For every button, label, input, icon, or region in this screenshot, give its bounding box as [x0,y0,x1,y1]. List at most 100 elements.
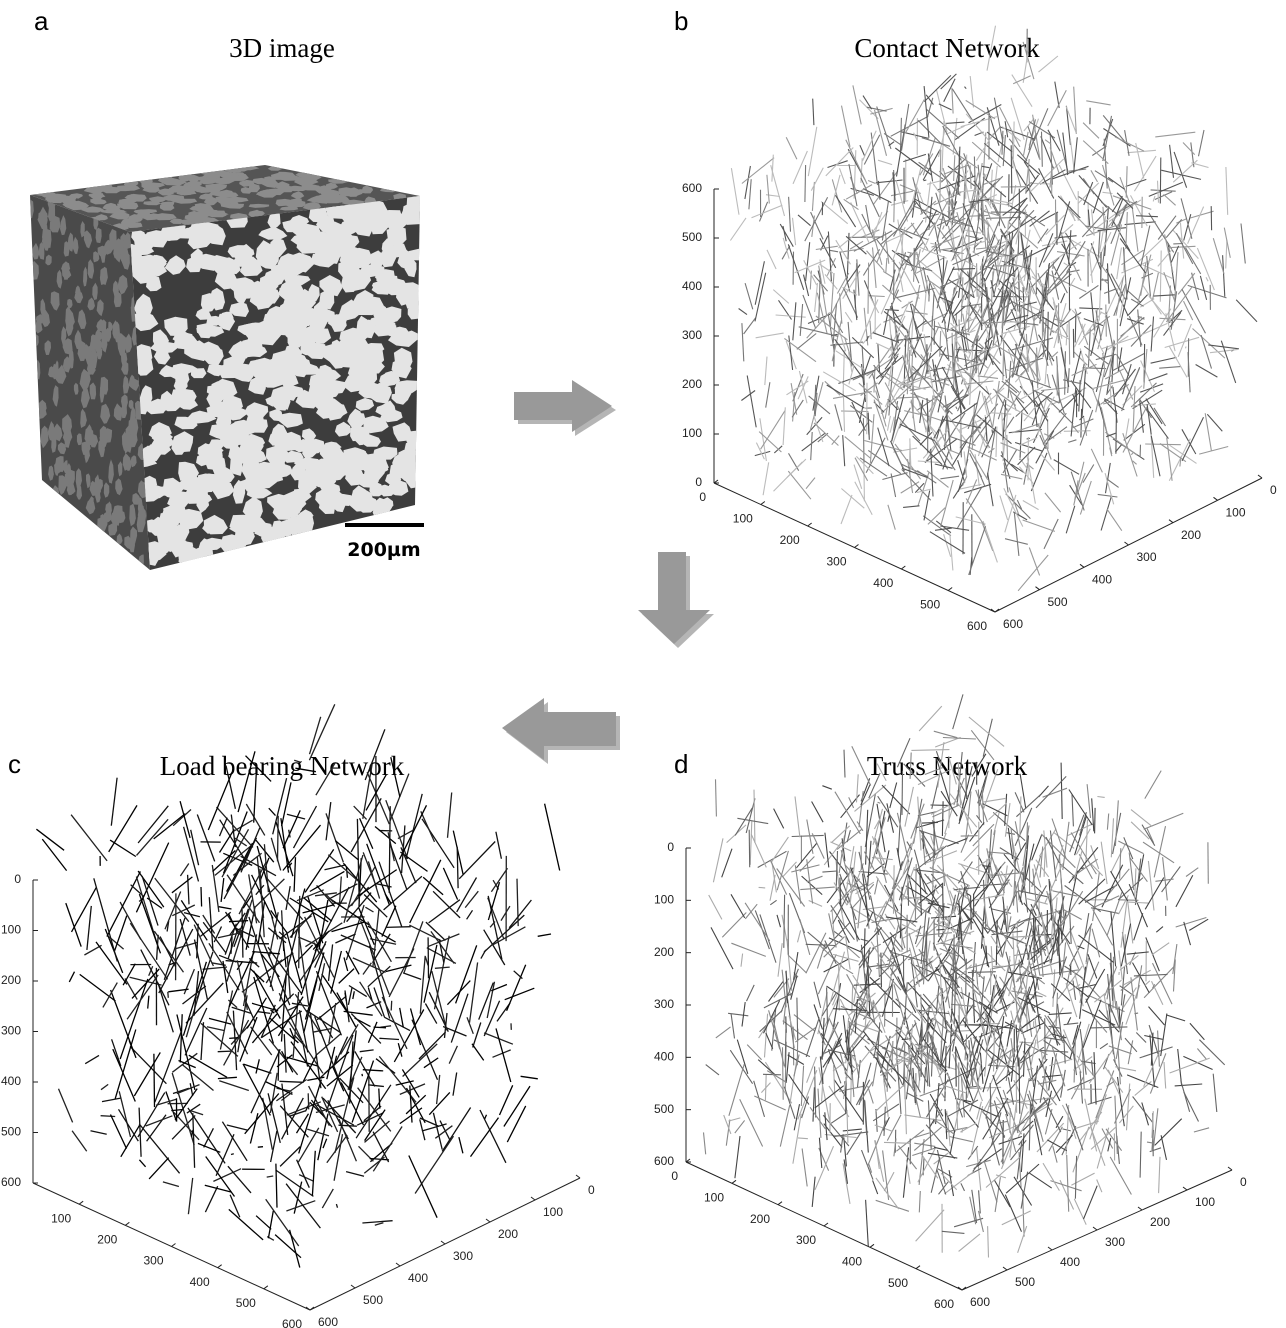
grain [66,463,72,476]
grain [154,485,178,496]
network-edge [1068,208,1095,236]
grain [388,333,417,347]
network-edge [1092,181,1104,214]
grain [346,247,374,269]
network-edge [1127,149,1156,154]
network-edge [952,117,958,155]
grain [164,255,186,275]
network-edge [867,1120,887,1167]
grain [99,266,108,286]
grain [325,182,338,190]
network-edge [890,473,897,498]
network-edge [971,969,975,1017]
network-edge [1118,899,1139,901]
grain [353,290,374,310]
network-edge [940,353,979,364]
network-edge [1049,889,1056,934]
network-edge [325,1034,354,1113]
tick-label: 100 [1,923,21,937]
network-edge [296,1159,310,1188]
network-edge [851,883,875,910]
network-edge [1102,206,1106,233]
network-edge [957,884,969,902]
grain [246,473,261,495]
network-edge [1013,950,1043,957]
network-edge [1042,412,1067,445]
network-edge [172,809,192,827]
network-edge [1152,983,1156,989]
network-edge [1047,1139,1068,1152]
network-edge [815,245,838,251]
network-edge [915,183,924,204]
network-edge [1013,293,1028,330]
network-edge [1182,142,1196,155]
network-edge [172,1087,190,1095]
network-edge [890,966,899,976]
network-edge [238,861,267,915]
network-edge [1009,1103,1017,1158]
grain [206,384,230,397]
network-edge [935,736,961,748]
network-edge [902,383,926,390]
network-edge [213,926,223,943]
network-edge [1095,353,1116,361]
network-edge [978,342,1001,364]
network-edge [1003,255,1008,284]
network-edge [962,203,978,242]
network-edge [1212,1073,1218,1113]
network-edge [90,1130,107,1135]
network-edge [1068,320,1071,365]
network-edge [190,829,200,866]
network-edge [744,902,771,942]
grain [62,356,72,373]
grain [93,251,100,263]
network-edge [242,895,252,909]
network-edge [934,364,943,391]
network-edge [1071,363,1097,377]
grain [266,311,283,330]
network-edge [935,757,953,808]
network-edge [1037,228,1049,244]
network-edge [1012,75,1031,85]
grain [203,197,219,206]
network-edge [179,863,190,877]
network-edge [1067,1115,1077,1139]
network-edge [986,25,997,71]
network-edge [978,770,989,807]
network-edge [1028,1090,1044,1142]
network-edge [1010,97,1025,140]
network-edge [917,882,944,905]
network-edge [489,921,496,928]
network-edge [843,336,853,361]
grain [73,382,79,395]
network-edge [741,390,756,401]
network-edge [359,1049,374,1053]
network-edge [903,153,927,163]
tick-label: 500 [888,1276,908,1290]
tick-mark [305,1306,311,1311]
network-edge [958,418,985,431]
grain [206,185,222,193]
network-edge [1119,238,1147,274]
network-edge [114,1029,137,1099]
network-edge [1026,357,1036,381]
network-edge [985,200,1011,206]
network-edge [281,1050,294,1073]
network-edge [171,1114,196,1140]
network-edge [801,875,823,896]
network-edge [1119,848,1122,879]
network-edge [483,1000,501,1037]
network-edge [739,1099,764,1147]
network-edge [993,97,1004,143]
tick-label: 500 [920,598,940,612]
network-edge [872,1103,900,1122]
network-edge [196,923,199,959]
grain [170,186,183,193]
grain [330,339,345,358]
network-edge [746,984,755,1002]
network-edge [929,1093,944,1117]
network-edge [1144,980,1151,986]
network-edge [791,217,797,246]
network-edge [432,890,461,919]
network-edge [859,99,879,120]
